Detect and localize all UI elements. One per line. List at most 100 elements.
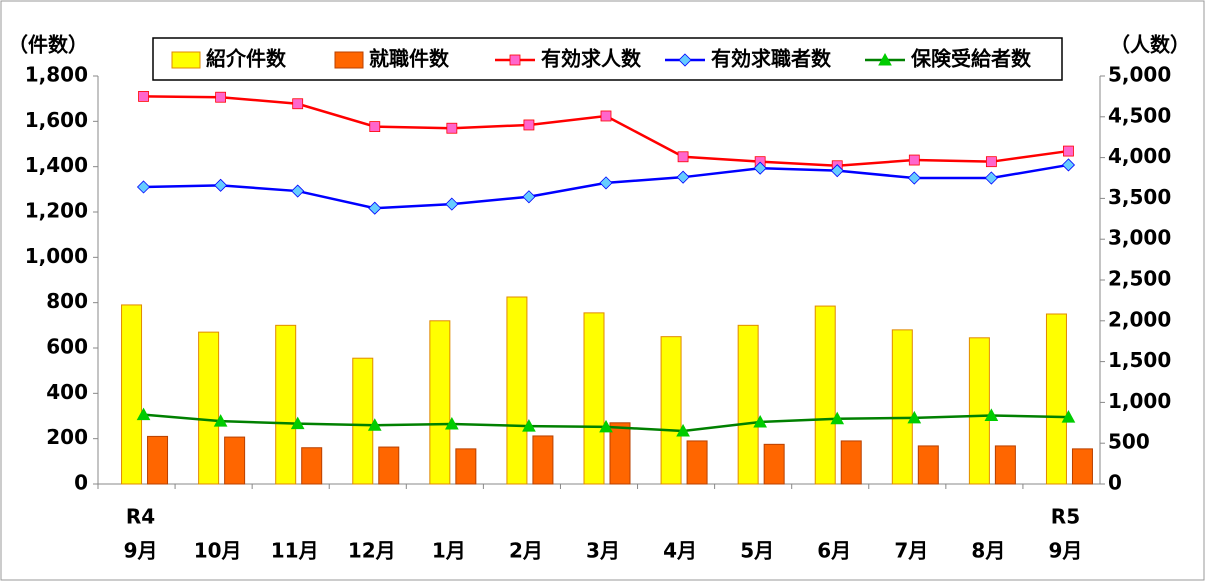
y-tick-label: 200 bbox=[46, 425, 88, 449]
bar bbox=[583, 312, 605, 485]
point bbox=[830, 411, 845, 425]
bar bbox=[737, 324, 759, 485]
bar bbox=[275, 324, 297, 485]
x-tick-label: 6月 bbox=[817, 539, 851, 563]
point bbox=[445, 197, 459, 211]
legend-swatch bbox=[171, 51, 201, 69]
y-tick-label: 1,800 bbox=[25, 63, 88, 87]
bar bbox=[378, 446, 400, 485]
x-tick-label: 8月 bbox=[971, 539, 1005, 563]
y2-tick-label: 1,000 bbox=[1108, 389, 1171, 413]
point bbox=[214, 178, 228, 192]
point bbox=[676, 423, 690, 437]
x-tick-label: 12月 bbox=[348, 539, 396, 563]
bar bbox=[147, 435, 169, 485]
legend-marker bbox=[509, 54, 521, 66]
x-tick-label: 7月 bbox=[894, 539, 928, 563]
bar bbox=[455, 448, 477, 485]
legend-swatch bbox=[334, 51, 364, 69]
legend-marker bbox=[678, 53, 692, 67]
x-tick-label: 1月 bbox=[432, 539, 466, 563]
y2-tick-label: 4,500 bbox=[1108, 103, 1171, 127]
y-tick-label: 1,000 bbox=[25, 244, 88, 268]
y-tick-label: 1,600 bbox=[25, 108, 88, 132]
point bbox=[907, 171, 921, 185]
bar bbox=[301, 447, 323, 485]
bar bbox=[506, 296, 528, 485]
bar bbox=[224, 436, 246, 485]
bar bbox=[1071, 448, 1093, 485]
legend bbox=[152, 37, 1063, 81]
point bbox=[985, 156, 997, 168]
point bbox=[522, 190, 536, 204]
legend-label: 保険受給者数 bbox=[910, 47, 1032, 71]
bar bbox=[891, 329, 913, 485]
point bbox=[1061, 158, 1076, 172]
x-tick-label: 9月 bbox=[1049, 539, 1083, 563]
legend-label: 紹介件数 bbox=[206, 47, 287, 71]
bar bbox=[917, 445, 939, 485]
y-tick-label: 400 bbox=[46, 380, 88, 404]
bar bbox=[121, 304, 143, 485]
bar bbox=[660, 336, 682, 485]
point bbox=[1061, 410, 1076, 423]
y2-tick-label: 4,000 bbox=[1108, 144, 1171, 168]
point bbox=[136, 180, 151, 194]
point bbox=[907, 410, 922, 424]
x-tick-label: 2月 bbox=[509, 539, 543, 563]
bar bbox=[840, 440, 862, 485]
bar bbox=[994, 445, 1016, 485]
x-year-label: R4 bbox=[126, 505, 155, 529]
point bbox=[445, 416, 459, 430]
point bbox=[290, 416, 305, 430]
point bbox=[291, 184, 305, 198]
point bbox=[292, 98, 304, 110]
point bbox=[984, 171, 998, 185]
bar bbox=[814, 305, 836, 485]
y2-tick-label: 500 bbox=[1108, 430, 1150, 454]
x-tick-label: 5月 bbox=[740, 539, 774, 563]
point bbox=[215, 91, 227, 103]
y2-tick-label: 2,500 bbox=[1108, 267, 1171, 291]
legend-label: 就職件数 bbox=[369, 47, 450, 71]
point bbox=[367, 418, 382, 431]
point bbox=[753, 161, 767, 175]
point bbox=[369, 121, 381, 132]
point bbox=[136, 407, 151, 421]
point bbox=[600, 110, 612, 122]
bar bbox=[686, 440, 708, 485]
point bbox=[446, 122, 458, 134]
point bbox=[523, 119, 535, 131]
x-year-label: R5 bbox=[1051, 505, 1080, 529]
bar bbox=[429, 320, 451, 485]
y2-tick-label: 1,500 bbox=[1108, 348, 1171, 372]
point bbox=[1063, 145, 1074, 157]
point bbox=[830, 164, 844, 178]
y2-tick-label: 0 bbox=[1108, 471, 1122, 495]
x-tick-label: 9月 bbox=[124, 539, 158, 563]
point bbox=[213, 414, 228, 427]
legend-marker bbox=[878, 52, 892, 66]
y-tick-label: 0 bbox=[74, 471, 88, 495]
bar bbox=[198, 331, 220, 485]
x-tick-label: 11月 bbox=[271, 539, 319, 563]
y-tick-label: 1,200 bbox=[25, 199, 88, 223]
point bbox=[599, 419, 613, 433]
x-tick-label: 4月 bbox=[663, 539, 697, 563]
y2-tick-label: 5,000 bbox=[1108, 63, 1171, 87]
legend-label: 有効求人数 bbox=[541, 47, 642, 71]
bar bbox=[609, 422, 631, 485]
bar bbox=[1045, 313, 1067, 485]
x-tick-label: 10月 bbox=[194, 539, 242, 563]
y2-tick-label: 2,000 bbox=[1108, 307, 1171, 331]
point bbox=[908, 154, 920, 166]
point bbox=[522, 419, 536, 432]
point bbox=[138, 91, 149, 102]
y2-tick-label: 3,500 bbox=[1108, 185, 1171, 209]
x-tick-label: 3月 bbox=[586, 539, 620, 563]
y-tick-label: 600 bbox=[46, 335, 88, 359]
bar bbox=[763, 443, 785, 485]
y-axis-label: （件数） bbox=[8, 33, 88, 57]
